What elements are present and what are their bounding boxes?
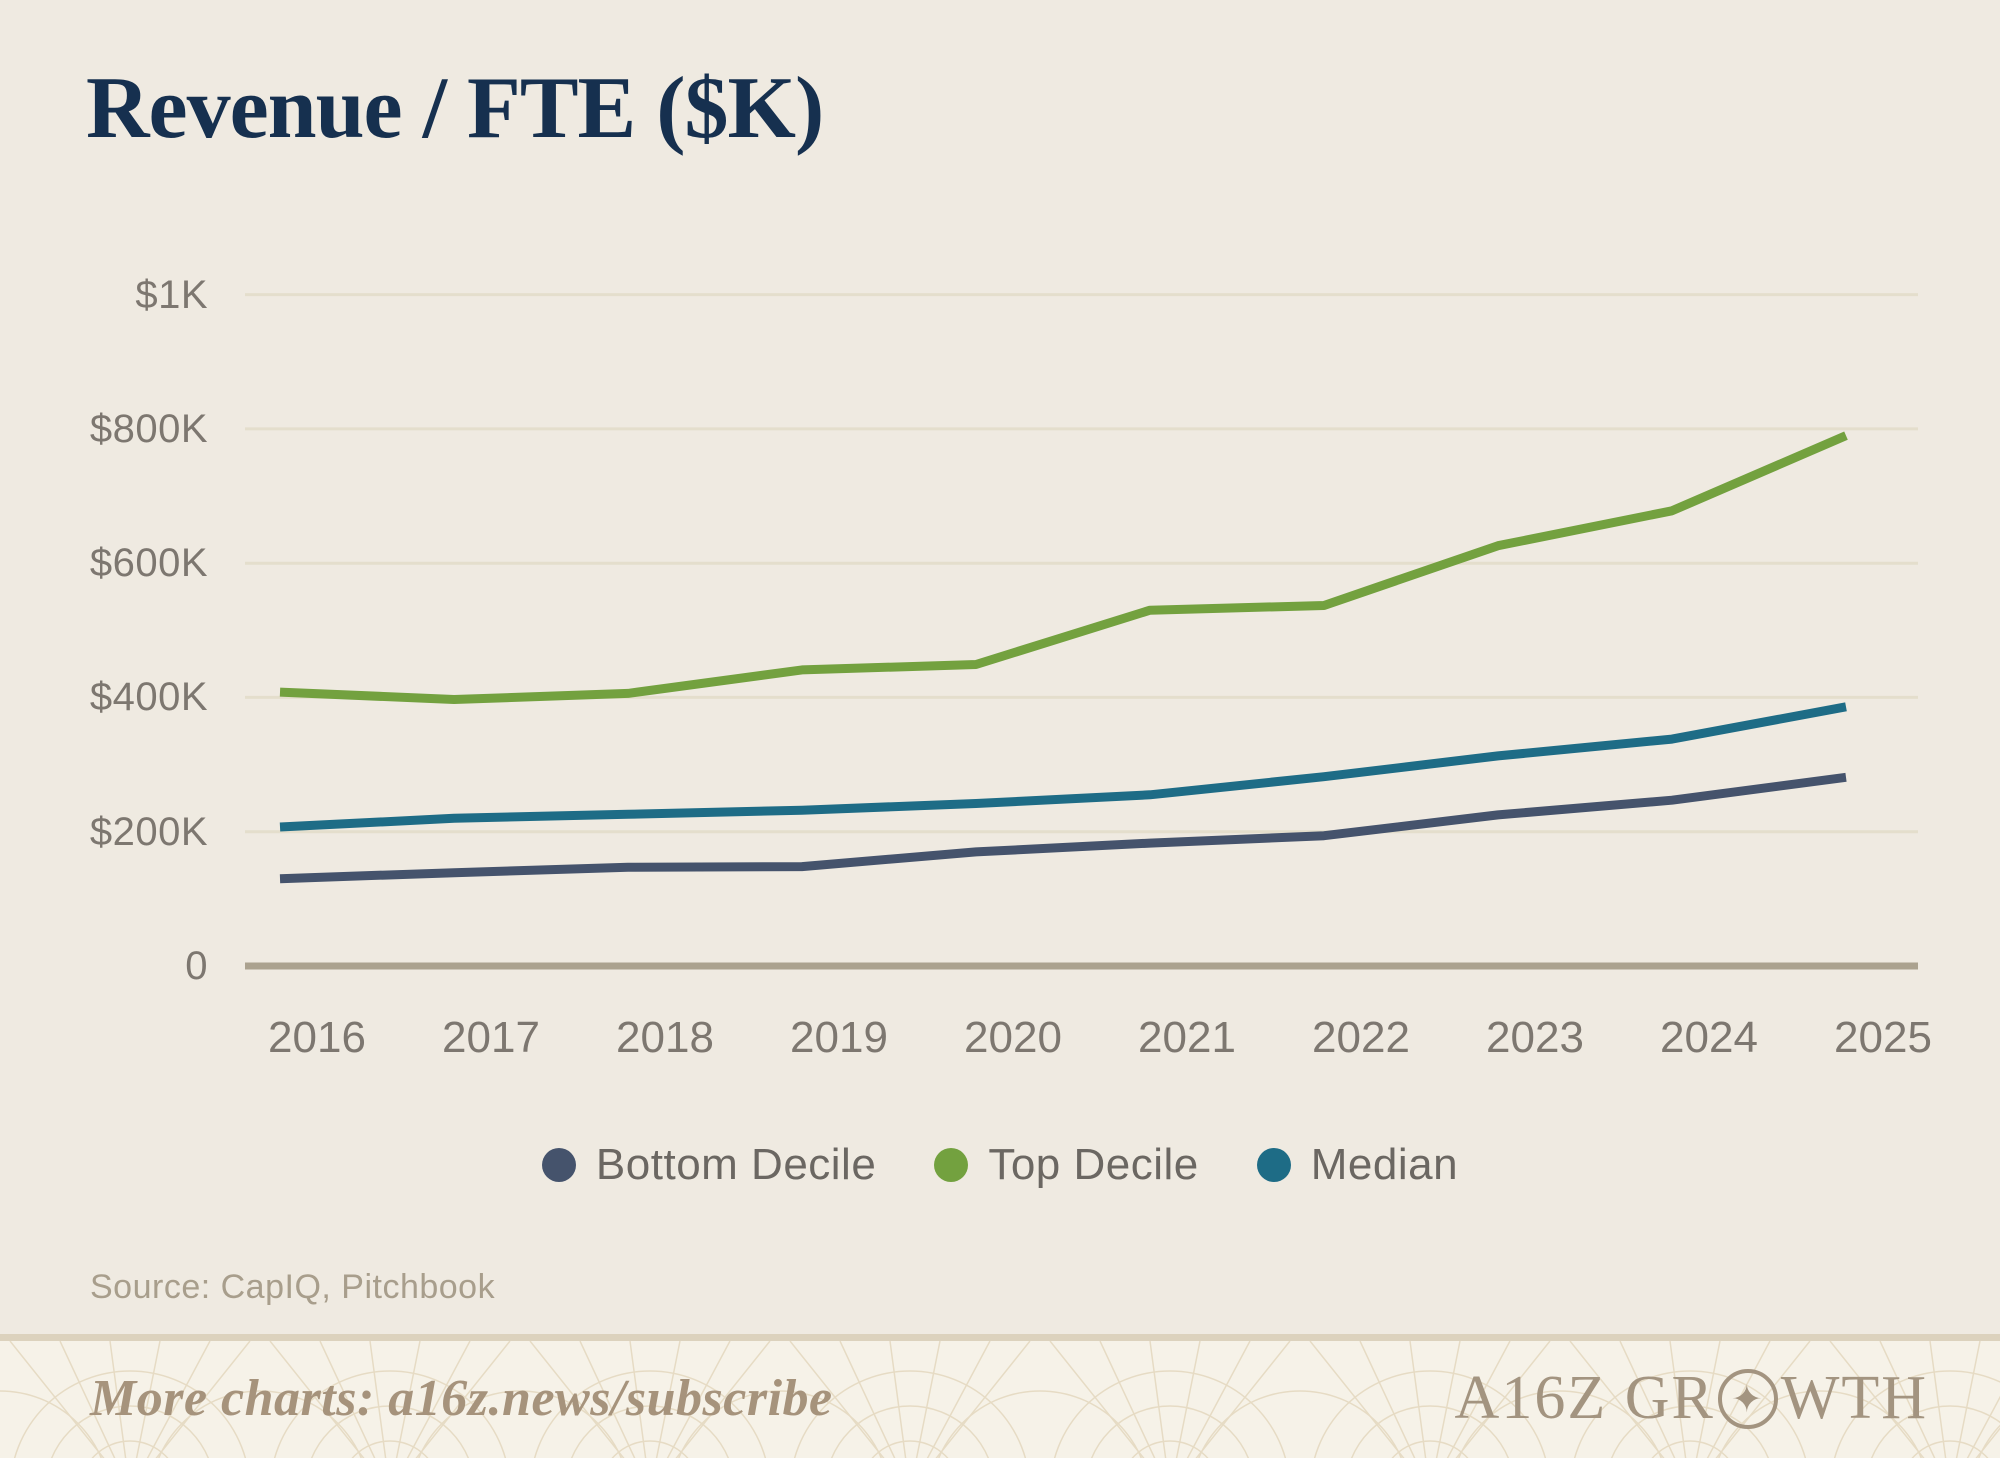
- chart-title: Revenue / FTE ($K): [86, 60, 824, 157]
- series-line-top-decile: [279, 431, 1848, 704]
- legend-item-median: Median: [1256, 1140, 1459, 1190]
- deco-pattern: [0, 1341, 2000, 1458]
- x-tick-label: 2023: [1486, 1013, 1584, 1062]
- x-tick-label: 2021: [1138, 1013, 1236, 1062]
- y-tick-label: $400K: [89, 675, 208, 720]
- legend-label: Bottom Decile: [595, 1140, 877, 1189]
- y-tick-label: $800K: [89, 406, 208, 451]
- y-tick-label: $200K: [89, 809, 208, 854]
- a16z-growth-logo: A16Z GR ✦ WTH: [1455, 1363, 1928, 1434]
- legend-dot-icon: [1256, 1148, 1291, 1182]
- legend-dot-icon: [934, 1148, 969, 1182]
- series-line-bottom-decile: [279, 772, 1847, 884]
- y-tick-label: 0: [185, 944, 208, 988]
- subscribe-link[interactable]: More charts: a16z.news/subscribe: [90, 1370, 833, 1427]
- logo-star-icon: ✦: [1717, 1368, 1778, 1429]
- legend-label: Top Decile: [988, 1140, 1199, 1189]
- series-line-median: [279, 702, 1847, 832]
- footer-band: More charts: a16z.news/subscribe A16Z GR…: [0, 1341, 2000, 1458]
- logo-text-left: A16Z GR: [1454, 1364, 1715, 1432]
- x-tick-label: 2022: [1312, 1013, 1410, 1062]
- legend-label: Median: [1310, 1140, 1459, 1189]
- x-tick-label: 2018: [616, 1013, 714, 1062]
- legend-item-bottom-decile: Bottom Decile: [541, 1140, 877, 1190]
- footer-divider: [0, 1334, 2000, 1341]
- logo-text-right: WTH: [1780, 1364, 1928, 1432]
- x-tick-label: 2019: [790, 1013, 888, 1062]
- y-tick-label: $1K: [135, 272, 208, 317]
- x-tick-label: 2025: [1834, 1013, 1932, 1062]
- legend-dot-icon: [541, 1148, 576, 1182]
- x-tick-label: 2020: [964, 1013, 1062, 1062]
- legend-item-top-decile: Top Decile: [934, 1140, 1198, 1190]
- x-tick-label: 2016: [268, 1013, 366, 1062]
- x-tick-label: 2024: [1660, 1013, 1758, 1062]
- x-tick-label: 2017: [442, 1013, 540, 1062]
- y-tick-label: $600K: [89, 541, 208, 586]
- chart-legend: Bottom Decile Top Decile Median: [0, 1140, 2000, 1190]
- source-note: Source: CapIQ, Pitchbook: [90, 1268, 496, 1306]
